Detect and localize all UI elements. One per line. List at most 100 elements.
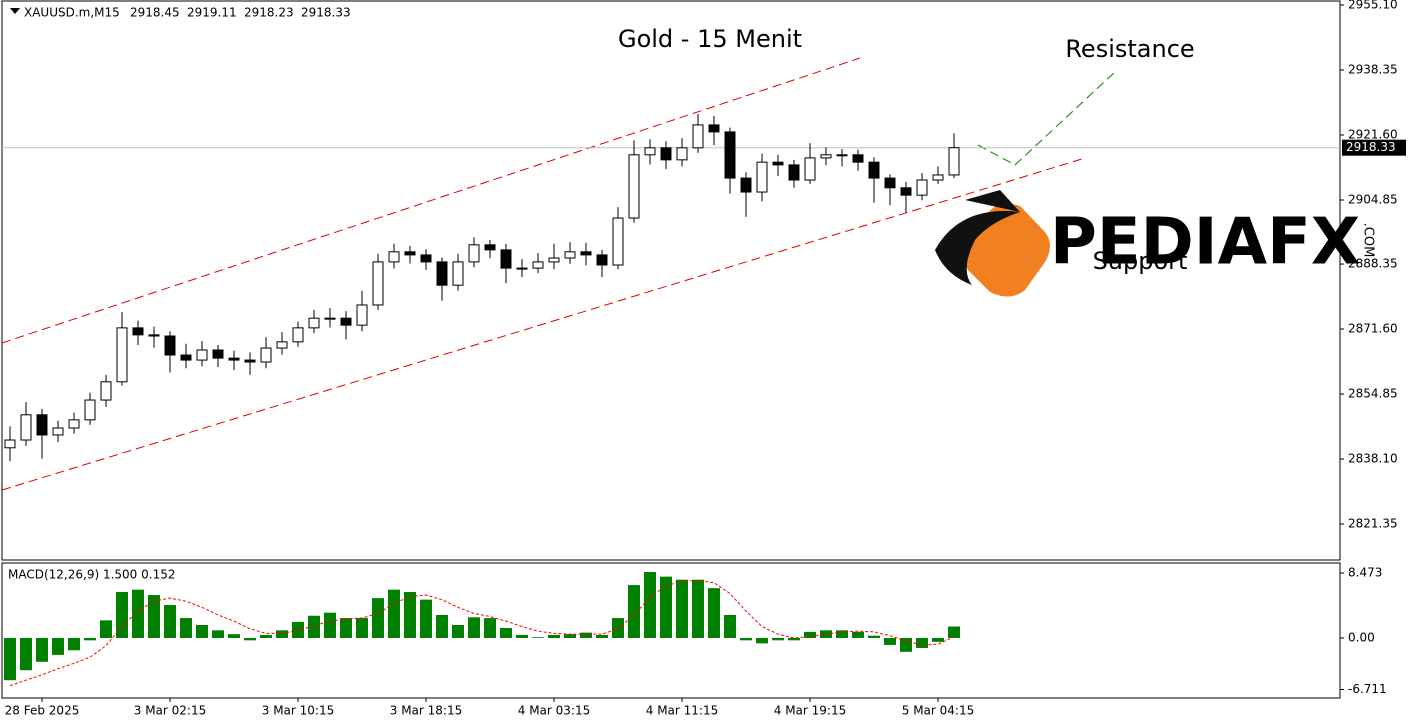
macd-bar [836,630,848,639]
logo-swoosh [965,190,1020,212]
candle-body [820,154,832,159]
macd-bar [500,628,512,639]
header-value: 2918.45 [130,6,180,20]
macd-bar [100,620,112,639]
header-value: 2919.11 [187,6,237,20]
candle-body [788,164,800,181]
macd-bar [116,591,128,639]
y-tick-label: 2904.85 [1348,193,1398,207]
macd-bar [52,638,64,655]
candle-body [932,174,944,181]
macd-bar [68,638,80,651]
candle-body [388,251,400,263]
macd-bar [132,589,144,639]
logo-swoosh [935,211,1020,285]
y-tick-label: 2854.85 [1348,387,1398,401]
candle-body [36,414,48,436]
y-tick-label: 2838.10 [1348,452,1398,466]
x-tick-label: 4 Mar 03:15 [518,704,591,718]
candle-body [916,179,928,196]
macd-bar [596,634,608,639]
price-panel [1,0,1341,561]
macd-bar [420,599,432,639]
candle-body [676,147,688,161]
macd-bar [164,605,176,639]
macd-bar [724,614,736,639]
logo-suffix: .COM [1361,223,1376,258]
macd-bar [692,579,704,639]
y-tick-label: 0.00 [1348,631,1375,645]
symbol: XAUUSD.m,M15 [24,6,120,20]
x-tick-label: 3 Mar 02:15 [134,704,207,718]
candle-body [756,161,768,193]
macd-bar [276,630,288,639]
candle-body [580,251,592,256]
candle-body [212,349,224,359]
candle-body [484,244,496,251]
channel-upper [1,57,861,344]
chart-title: Gold - 15 Menit [618,25,802,53]
candle-body [196,349,208,361]
macd-bar [772,638,784,641]
macd-bar [468,617,480,639]
candle-body [68,419,80,429]
macd-bar [372,598,384,639]
candle-body [372,261,384,306]
candle-body [804,157,816,181]
macd-bar [756,638,768,644]
candle-body [228,357,240,361]
candle-body [612,217,624,266]
y-tick-label: 2955.10 [1348,0,1398,12]
candle-body [292,327,304,343]
macd-bar [916,638,928,648]
candle-body [516,267,528,270]
macd-bar [788,638,800,641]
candle-body [436,261,448,286]
candle-body [724,131,736,179]
candle-body [644,147,656,156]
candle-body [148,334,160,337]
candle-body [772,161,784,166]
candle-body [100,381,112,401]
y-tick-label: 2938.35 [1348,63,1398,77]
macd-bar [340,618,352,639]
macd-bar [548,634,560,639]
candle-body [404,251,416,256]
macd-bar [628,585,640,639]
candle-body [564,251,576,259]
x-tick-label: 5 Mar 04:15 [902,704,975,718]
candle-body [308,317,320,329]
x-tick-label: 3 Mar 18:15 [390,704,463,718]
macd-bar [804,631,816,639]
macd-bar [212,630,224,639]
annotation: Resistance [1065,35,1194,63]
candle-body [500,249,512,269]
macd-bar [180,618,192,639]
candle-body [852,154,864,163]
macd-bar [484,618,496,639]
candle-body [4,439,16,449]
macd-bar [948,626,960,639]
macd-bar [660,576,672,639]
price-label: 2918.33 [1346,140,1396,154]
candle-body [836,154,848,157]
candle-body [420,254,432,263]
candle-body [84,399,96,421]
candle-body [276,341,288,349]
macd-bar [356,618,368,639]
candle-body [20,414,32,441]
macd-bar [868,635,880,639]
y-tick-label: 2821.35 [1348,517,1398,531]
macd-bar [36,638,48,662]
candle-body [452,261,464,286]
macd-bar [676,579,688,639]
x-tick-label: 28 Feb 2025 [5,704,80,718]
candle-body [180,354,192,361]
macd-bar [932,638,944,642]
x-tick-label: 4 Mar 11:15 [646,704,719,718]
macd-bar [740,638,752,641]
macd-bar [228,634,240,639]
candle-body [52,427,64,436]
